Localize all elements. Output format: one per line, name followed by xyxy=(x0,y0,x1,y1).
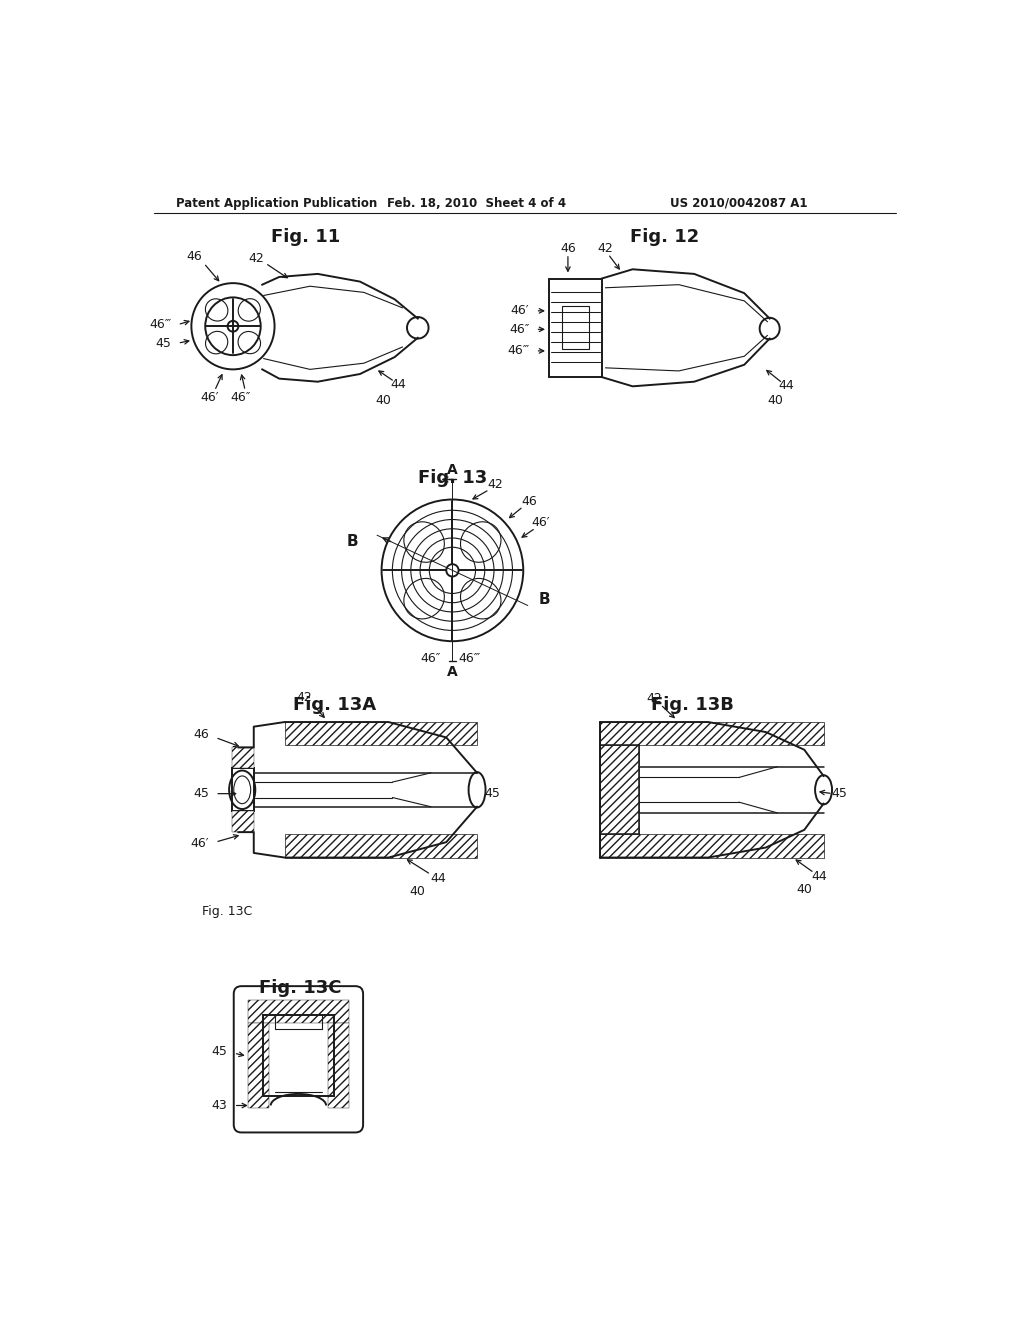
Bar xyxy=(550,279,602,378)
Text: 40: 40 xyxy=(767,395,783,408)
Bar xyxy=(285,722,477,744)
Text: Fig. 13A: Fig. 13A xyxy=(293,696,376,714)
Text: 46‴: 46‴ xyxy=(150,318,171,331)
Text: 40: 40 xyxy=(375,393,391,407)
Text: 40: 40 xyxy=(409,884,425,898)
Bar xyxy=(600,744,639,834)
Text: 45: 45 xyxy=(484,787,501,800)
Text: 46″: 46″ xyxy=(509,323,529,335)
Text: 45: 45 xyxy=(831,787,847,800)
Bar xyxy=(285,834,477,858)
Text: 42: 42 xyxy=(486,478,503,491)
Text: 45: 45 xyxy=(156,337,171,350)
Text: Fig. 13B: Fig. 13B xyxy=(651,696,734,714)
Text: 42: 42 xyxy=(248,252,264,265)
Text: 46′: 46′ xyxy=(531,516,550,529)
Text: 46: 46 xyxy=(186,251,203,264)
Bar xyxy=(232,768,254,812)
Text: 46: 46 xyxy=(560,242,575,255)
Text: 46″: 46″ xyxy=(421,652,441,665)
Text: Patent Application Publication: Patent Application Publication xyxy=(176,197,378,210)
Text: 40: 40 xyxy=(797,883,812,896)
Text: Fig. 13C: Fig. 13C xyxy=(202,906,252,917)
Bar xyxy=(600,722,823,744)
Text: 42: 42 xyxy=(597,242,612,255)
Text: A: A xyxy=(447,463,458,478)
Text: 44: 44 xyxy=(812,870,827,883)
Text: 46″: 46″ xyxy=(230,391,251,404)
Text: Feb. 18, 2010  Sheet 4 of 4: Feb. 18, 2010 Sheet 4 of 4 xyxy=(387,197,566,210)
Text: B: B xyxy=(539,593,551,607)
Text: B: B xyxy=(347,533,358,549)
Text: 46′: 46′ xyxy=(511,305,529,317)
Text: 46′: 46′ xyxy=(201,391,219,404)
Text: 44: 44 xyxy=(431,871,446,884)
Bar xyxy=(328,1023,349,1107)
Text: Fig. 12: Fig. 12 xyxy=(630,228,698,246)
Bar xyxy=(232,747,254,768)
Text: US 2010/0042087 A1: US 2010/0042087 A1 xyxy=(670,197,808,210)
Text: 46‴: 46‴ xyxy=(507,345,529,358)
Text: 46: 46 xyxy=(521,495,538,508)
Text: Fig. 13C: Fig. 13C xyxy=(259,979,341,998)
Text: 46′: 46′ xyxy=(190,837,209,850)
Text: A: A xyxy=(447,665,458,678)
Text: 45: 45 xyxy=(194,787,209,800)
Bar xyxy=(248,1001,349,1023)
Text: 42: 42 xyxy=(646,693,663,705)
Text: 46‴: 46‴ xyxy=(459,652,481,665)
Bar xyxy=(562,306,590,350)
Bar xyxy=(600,834,823,858)
Text: Fig. 13: Fig. 13 xyxy=(418,469,487,487)
Text: 44: 44 xyxy=(778,379,795,392)
Bar xyxy=(232,812,254,832)
Text: 42: 42 xyxy=(296,690,311,704)
Text: 46: 46 xyxy=(194,727,209,741)
Text: 44: 44 xyxy=(390,378,407,391)
Text: Fig. 11: Fig. 11 xyxy=(271,228,341,246)
Text: 43: 43 xyxy=(212,1100,227,1111)
Bar xyxy=(263,1015,334,1096)
Bar xyxy=(248,1023,269,1107)
Text: 45: 45 xyxy=(212,1045,227,1059)
